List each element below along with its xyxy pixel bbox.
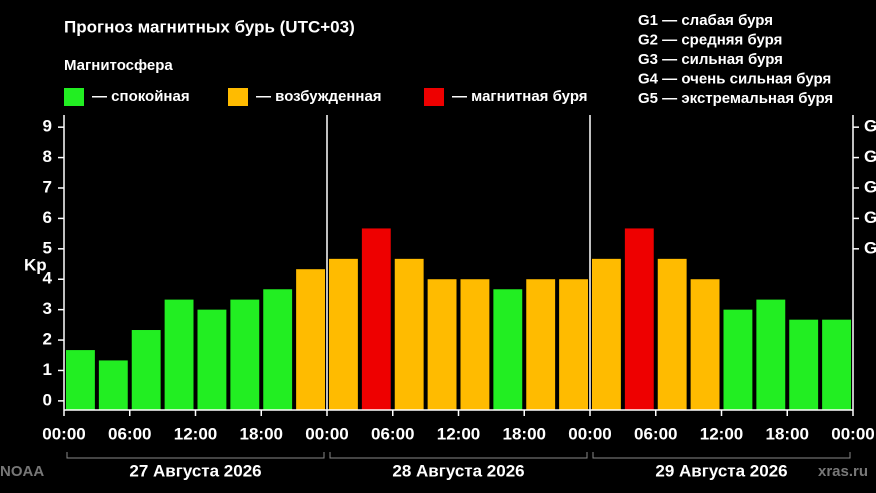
y-axis-label: Kp bbox=[24, 255, 47, 274]
bar bbox=[329, 258, 358, 410]
legend-swatch bbox=[424, 88, 444, 106]
bar bbox=[394, 258, 424, 410]
bar bbox=[624, 228, 654, 410]
day-label-bg bbox=[376, 460, 541, 484]
bar bbox=[657, 258, 687, 410]
g-scale-label: G4 — очень сильная буря bbox=[638, 70, 831, 87]
source: NOAA bbox=[0, 463, 44, 480]
x-tick-label: 00:00 bbox=[305, 424, 348, 443]
y-tick-label: 0 bbox=[43, 390, 52, 409]
y-tick-label: 4 bbox=[43, 269, 53, 288]
x-tick-label: 18:00 bbox=[766, 424, 809, 443]
y2-tick-label: G3 bbox=[864, 177, 876, 196]
bar bbox=[66, 350, 95, 410]
source: xras.ru bbox=[818, 463, 868, 480]
bar bbox=[263, 289, 293, 410]
legend-swatch bbox=[64, 88, 84, 106]
bar bbox=[822, 319, 851, 410]
bar bbox=[98, 360, 128, 410]
y-tick-label: 2 bbox=[43, 330, 52, 349]
y-tick-label: 8 bbox=[43, 147, 52, 166]
bar bbox=[789, 319, 819, 410]
day-label-bg bbox=[639, 460, 804, 484]
bar bbox=[460, 279, 490, 410]
y2-tick-label: G5 bbox=[864, 117, 876, 136]
y-tick-label: 7 bbox=[43, 177, 52, 196]
bar bbox=[592, 258, 621, 410]
bar bbox=[723, 309, 753, 410]
y2-tick-label: G4 bbox=[864, 147, 876, 166]
x-tick-label: 12:00 bbox=[437, 424, 480, 443]
y-tick-label: 1 bbox=[43, 360, 52, 379]
y2-tick-label: G2 bbox=[864, 208, 876, 227]
day-label: 27 Августа 2026 bbox=[129, 461, 261, 480]
bar bbox=[526, 279, 556, 410]
chart-title: Прогноз магнитных бурь (UTC+03) bbox=[64, 17, 355, 36]
y-tick-label: 6 bbox=[43, 208, 52, 227]
x-tick-label: 06:00 bbox=[108, 424, 151, 443]
legend-label: — спокойная bbox=[92, 88, 190, 105]
bar bbox=[197, 309, 227, 410]
g-scale-label: G1 — слабая буря bbox=[638, 12, 773, 29]
x-tick-label: 18:00 bbox=[503, 424, 546, 443]
x-tick-label: 18:00 bbox=[240, 424, 283, 443]
x-tick-label: 06:00 bbox=[634, 424, 677, 443]
g-scale-label: G5 — экстремальная буря bbox=[638, 90, 833, 107]
day-bracket bbox=[329, 452, 588, 459]
y2-tick-label: G1 bbox=[864, 238, 876, 257]
x-tick-label: 12:00 bbox=[700, 424, 743, 443]
legend-label: — магнитная буря bbox=[452, 88, 588, 105]
x-tick-label: 06:00 bbox=[371, 424, 414, 443]
legend-label: — возбужденная bbox=[256, 88, 382, 105]
day-bracket bbox=[592, 452, 851, 459]
bar bbox=[559, 279, 588, 410]
x-tick-label: 12:00 bbox=[174, 424, 217, 443]
x-tick-label: 00:00 bbox=[568, 424, 611, 443]
bar bbox=[493, 289, 523, 410]
bar bbox=[131, 330, 161, 410]
bar bbox=[296, 269, 325, 410]
x-tick-label: 00:00 bbox=[42, 424, 85, 443]
bar bbox=[427, 279, 457, 410]
y-tick-label: 9 bbox=[43, 117, 52, 136]
y-tick-label: 5 bbox=[43, 238, 52, 257]
bar bbox=[756, 299, 786, 410]
bar bbox=[690, 279, 720, 410]
bar bbox=[361, 228, 391, 410]
day-bracket bbox=[66, 452, 325, 459]
day-label: 28 Августа 2026 bbox=[392, 461, 524, 480]
x-tick-label: 00:00 bbox=[831, 424, 874, 443]
day-label: 29 Августа 2026 bbox=[655, 461, 787, 480]
legend-swatch bbox=[228, 88, 248, 106]
bar bbox=[164, 299, 194, 410]
g-scale-label: G3 — сильная буря bbox=[638, 51, 783, 68]
y-tick-label: 3 bbox=[43, 299, 52, 318]
bar bbox=[230, 299, 260, 410]
day-label-bg bbox=[113, 460, 278, 484]
g-scale-label: G2 — средняя буря bbox=[638, 31, 782, 48]
legend-title: Магнитосфера bbox=[64, 57, 173, 74]
